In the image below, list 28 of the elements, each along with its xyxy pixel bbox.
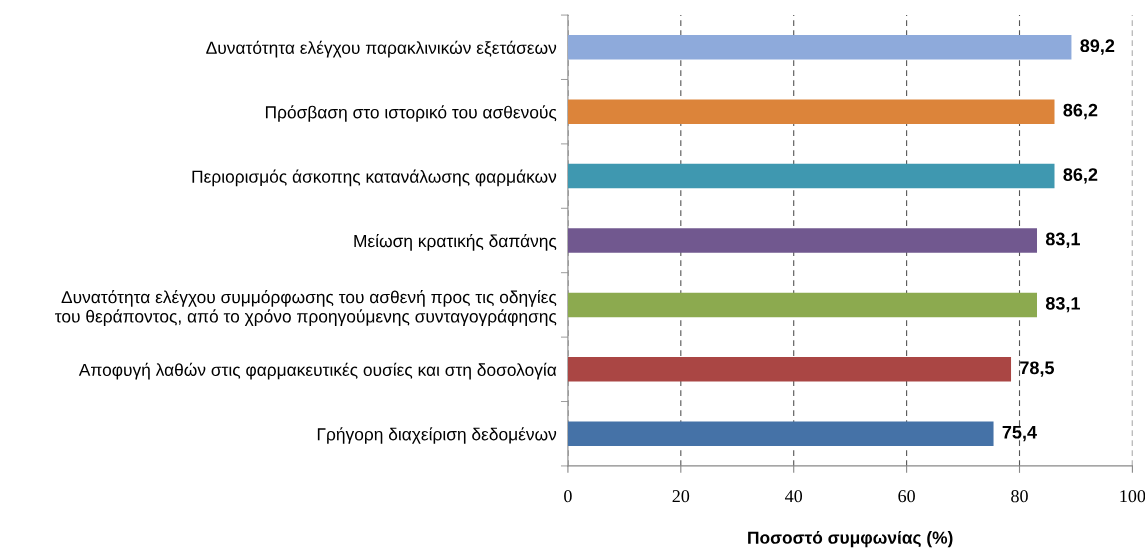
data-label: 75,4 xyxy=(1002,425,1037,442)
bar xyxy=(567,421,994,446)
x-tick-label: 100 xyxy=(1120,490,1145,503)
bar xyxy=(567,163,1055,189)
y-tick-label: Περιορισμός άσκοπης κατανάλωσης φαρμάκων xyxy=(192,169,557,187)
bar xyxy=(567,292,1038,318)
data-label: 83,1 xyxy=(1045,296,1080,313)
bar xyxy=(567,228,1038,253)
y-tick-label: Γρήγορη διαχείριση δεδομένων xyxy=(317,427,557,444)
y-tick-label: Μείωση κρατικής δαπάνης xyxy=(354,233,557,251)
bar xyxy=(567,99,1055,124)
x-tick-label: 0 xyxy=(564,490,572,503)
data-label: 78,5 xyxy=(1020,361,1055,377)
data-label: 83,1 xyxy=(1045,232,1080,248)
y-tick-label: Πρόσβαση στο ιστορικό του ασθενούς xyxy=(265,105,557,122)
bar xyxy=(567,357,1012,382)
data-label: 86,2 xyxy=(1063,103,1098,120)
bar xyxy=(567,35,1072,60)
x-tick-label: 20 xyxy=(672,490,690,503)
y-tick-label: Αποφυγή λαθών στις φαρμακευτικές ουσίες και στη δοσολογία xyxy=(78,362,557,380)
x-axis-title: Ποσοστό συμφωνίας (%) xyxy=(748,530,953,548)
x-tick-label: 80 xyxy=(1011,490,1028,503)
y-tick-label: Δυνατότητα ελέγχου παρακλινικών εξετάσεων xyxy=(206,40,557,58)
x-tick-label: 60 xyxy=(898,490,915,503)
x-tick-label: 40 xyxy=(785,490,803,503)
data-label: 86,2 xyxy=(1063,168,1098,184)
y-tick-label: Δυνατότητα ελέγχου συμμόρφωσης του ασθενή προς τις οδηγίες του θεράποντος, από το χρόνο προηγούμενης συνταγογράφησης xyxy=(55,290,557,327)
data-label: 89,2 xyxy=(1080,39,1115,55)
